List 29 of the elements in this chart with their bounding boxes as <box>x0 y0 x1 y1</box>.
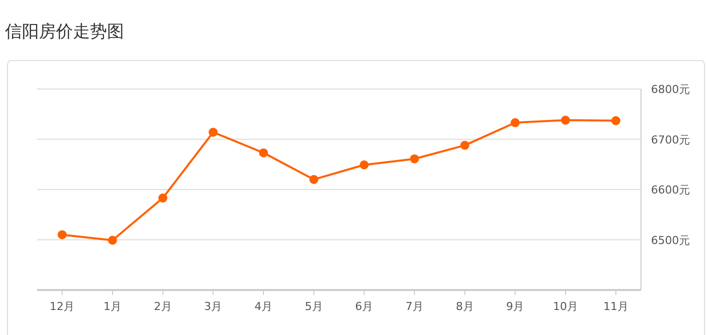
x-tick-label: 4月 <box>254 300 272 313</box>
x-tick-label: 10月 <box>553 300 578 313</box>
y-tick-label: 6800元 <box>651 83 690 96</box>
point <box>611 116 620 126</box>
point <box>410 154 419 164</box>
point <box>259 148 268 158</box>
x-tick-label: 2月 <box>154 300 172 313</box>
point <box>208 128 218 137</box>
point <box>158 194 168 203</box>
x-tick-label: 9月 <box>506 300 524 313</box>
point <box>460 140 470 150</box>
y-tick-label: 6700元 <box>651 133 690 146</box>
point <box>510 118 520 128</box>
x-tick-label: 8月 <box>456 300 474 313</box>
point <box>309 174 318 184</box>
x-tick-label: 12月 <box>50 300 75 313</box>
x-tick-label: 6月 <box>355 300 374 313</box>
y-tick-label: 6600元 <box>651 184 690 196</box>
x-tick-label: 3月 <box>204 300 222 313</box>
x-tick-label: 1月 <box>104 300 122 313</box>
point <box>561 116 570 125</box>
x-tick-label: 11月 <box>603 300 628 313</box>
x-tick-label: 5月 <box>304 300 323 313</box>
chart-title: 信阳房价走势图 <box>5 22 124 42</box>
point <box>360 160 369 170</box>
point <box>58 230 67 240</box>
point <box>108 236 117 245</box>
y-tick-label: 6500元 <box>651 234 690 247</box>
x-tick-label: 7月 <box>406 300 424 313</box>
